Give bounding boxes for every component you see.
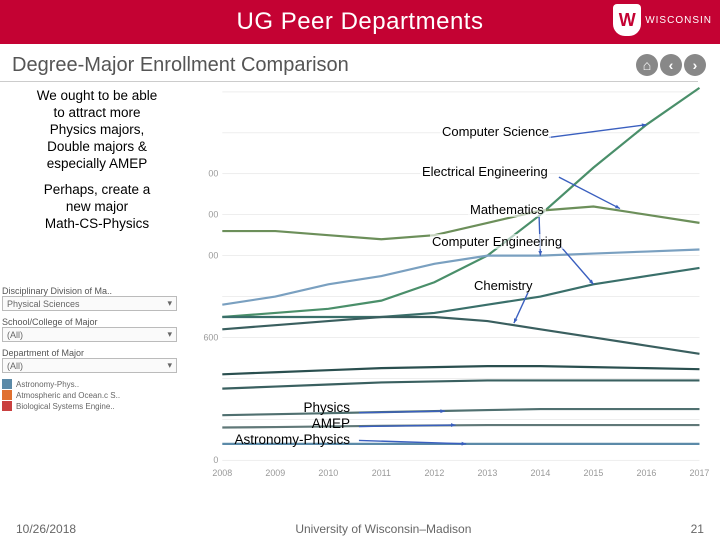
left-column: We ought to be able to attract more Phys…	[0, 82, 190, 482]
legend-swatch	[2, 379, 12, 389]
low-series-labels: Physics AMEP Astronomy-Physics	[200, 400, 350, 449]
label-math: Mathematics	[468, 202, 546, 217]
footer-org: University of Wisconsin–Madison	[295, 522, 471, 536]
footer-date: 10/26/2018	[16, 522, 76, 536]
subtitle: Degree-Major Enrollment Comparison	[0, 44, 698, 82]
filter-school: School/College of Major (All) ▾	[2, 317, 177, 342]
back-icon[interactable]: ‹	[660, 54, 682, 76]
svg-text:00: 00	[208, 251, 218, 261]
svg-text:00: 00	[208, 169, 218, 179]
svg-text:2014: 2014	[531, 468, 551, 478]
commentary-2: Perhaps, create a new major Math-CS-Phys…	[8, 182, 186, 233]
series-computer-science	[222, 88, 699, 317]
filter-value[interactable]: (All) ▾	[2, 327, 177, 342]
filter-panel: Disciplinary Division of Ma.. Physical S…	[2, 286, 177, 412]
filter-label: School/College of Major	[2, 317, 177, 327]
svg-text:2013: 2013	[477, 468, 497, 478]
filter-text: (All)	[7, 330, 23, 340]
series-mid2	[222, 380, 699, 388]
filter-division: Disciplinary Division of Ma.. Physical S…	[2, 286, 177, 311]
legend-text: Astronomy-Phys..	[16, 380, 79, 389]
label-ce: Computer Engineering	[430, 234, 564, 249]
footer-page: 21	[691, 522, 704, 536]
chevron-down-icon: ▾	[167, 298, 172, 309]
label-chem: Chemistry	[472, 278, 535, 293]
nav-icons: ⌂ ‹ ›	[636, 54, 706, 76]
svg-text:2011: 2011	[372, 468, 391, 478]
body-row: We ought to be able to attract more Phys…	[0, 82, 720, 482]
filter-text: (All)	[7, 361, 23, 371]
series-chemistry	[222, 317, 699, 354]
svg-text:0: 0	[213, 455, 218, 465]
commentary-1: We ought to be able to attract more Phys…	[8, 88, 186, 172]
svg-text:00: 00	[208, 210, 218, 220]
label-amep: AMEP	[200, 416, 350, 432]
svg-text:2017: 2017	[690, 468, 710, 478]
legend: Astronomy-Phys.. Atmospheric and Ocean.c …	[2, 379, 177, 411]
home-icon[interactable]: ⌂	[636, 54, 658, 76]
chevron-down-icon: ▾	[167, 329, 172, 340]
svg-text:2008: 2008	[212, 468, 232, 478]
legend-text: Atmospheric and Ocean.c S..	[16, 391, 120, 400]
svg-text:2010: 2010	[318, 468, 338, 478]
logo-text: WISCONSIN	[645, 15, 712, 26]
page-title: UG Peer Departments	[0, 8, 720, 36]
org-logo: W WISCONSIN	[613, 4, 712, 36]
filter-label: Department of Major	[2, 348, 177, 358]
svg-text:2015: 2015	[584, 468, 604, 478]
label-ee: Electrical Engineering	[420, 164, 550, 179]
series-mid1	[222, 366, 699, 374]
legend-item: Astronomy-Phys..	[2, 379, 177, 389]
legend-item: Biological Systems Engine..	[2, 401, 177, 411]
svg-text:600: 600	[203, 332, 218, 342]
label-astro: Astronomy-Physics	[200, 432, 350, 448]
forward-icon[interactable]: ›	[684, 54, 706, 76]
filter-value[interactable]: Physical Sciences ▾	[2, 296, 177, 311]
svg-text:2009: 2009	[265, 468, 285, 478]
filter-value[interactable]: (All) ▾	[2, 358, 177, 373]
label-cs: Computer Science	[440, 124, 551, 139]
filter-label: Disciplinary Division of Ma..	[2, 286, 177, 296]
filter-text: Physical Sciences	[7, 299, 80, 309]
legend-swatch	[2, 401, 12, 411]
filter-department: Department of Major (All) ▾	[2, 348, 177, 373]
shield-icon: W	[613, 4, 641, 36]
header-bar: UG Peer Departments W WISCONSIN	[0, 0, 720, 44]
svg-text:2012: 2012	[424, 468, 444, 478]
legend-swatch	[2, 390, 12, 400]
svg-text:2016: 2016	[637, 468, 657, 478]
footer: 10/26/2018 University of Wisconsin–Madis…	[0, 522, 720, 536]
legend-item: Atmospheric and Ocean.c S..	[2, 390, 177, 400]
chevron-down-icon: ▾	[167, 360, 172, 371]
label-physics: Physics	[200, 400, 350, 416]
legend-text: Biological Systems Engine..	[16, 402, 115, 411]
